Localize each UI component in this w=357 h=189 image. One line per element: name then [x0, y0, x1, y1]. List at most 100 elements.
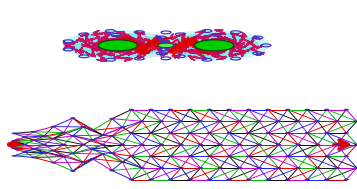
Ellipse shape: [159, 167, 164, 169]
Ellipse shape: [335, 121, 340, 122]
Ellipse shape: [305, 156, 310, 157]
Ellipse shape: [277, 144, 280, 145]
Ellipse shape: [121, 144, 124, 145]
Ellipse shape: [277, 121, 280, 122]
Ellipse shape: [285, 132, 290, 134]
Ellipse shape: [169, 179, 172, 180]
Ellipse shape: [73, 33, 162, 58]
Ellipse shape: [61, 156, 66, 157]
Ellipse shape: [315, 121, 320, 122]
Ellipse shape: [296, 144, 301, 145]
Ellipse shape: [344, 179, 349, 180]
Ellipse shape: [52, 138, 55, 139]
Ellipse shape: [42, 135, 47, 137]
Ellipse shape: [129, 179, 134, 180]
Ellipse shape: [149, 156, 154, 157]
Ellipse shape: [276, 167, 281, 169]
Ellipse shape: [237, 167, 242, 169]
Ellipse shape: [43, 144, 45, 145]
Ellipse shape: [227, 109, 232, 110]
Ellipse shape: [120, 144, 125, 145]
Ellipse shape: [42, 144, 47, 145]
Ellipse shape: [82, 144, 85, 145]
Ellipse shape: [326, 179, 328, 180]
Ellipse shape: [12, 148, 17, 149]
Ellipse shape: [100, 153, 105, 155]
Ellipse shape: [110, 170, 115, 171]
Ellipse shape: [168, 132, 173, 134]
Ellipse shape: [70, 117, 75, 119]
Ellipse shape: [198, 121, 203, 122]
Ellipse shape: [91, 139, 94, 140]
Ellipse shape: [228, 109, 230, 110]
Ellipse shape: [266, 156, 271, 157]
Ellipse shape: [257, 167, 262, 169]
Ellipse shape: [200, 144, 202, 145]
Ellipse shape: [72, 118, 74, 119]
Ellipse shape: [110, 135, 115, 137]
Ellipse shape: [149, 109, 154, 110]
Ellipse shape: [178, 167, 183, 169]
Ellipse shape: [317, 121, 319, 122]
Ellipse shape: [178, 121, 183, 122]
Ellipse shape: [158, 43, 174, 48]
Ellipse shape: [12, 133, 17, 134]
Ellipse shape: [219, 144, 221, 145]
Ellipse shape: [123, 33, 209, 57]
Ellipse shape: [324, 109, 329, 110]
Ellipse shape: [305, 132, 310, 134]
Ellipse shape: [247, 109, 250, 110]
Ellipse shape: [267, 109, 269, 110]
Ellipse shape: [195, 40, 234, 51]
Ellipse shape: [42, 153, 47, 154]
Ellipse shape: [315, 167, 320, 169]
Ellipse shape: [246, 179, 251, 180]
Ellipse shape: [266, 109, 271, 110]
Ellipse shape: [207, 156, 212, 157]
Ellipse shape: [140, 144, 145, 145]
Ellipse shape: [159, 121, 164, 122]
Ellipse shape: [31, 131, 36, 132]
Ellipse shape: [170, 33, 259, 58]
Ellipse shape: [180, 121, 182, 122]
Ellipse shape: [33, 140, 35, 141]
Ellipse shape: [31, 148, 36, 149]
Ellipse shape: [33, 131, 35, 132]
Ellipse shape: [315, 144, 320, 145]
Ellipse shape: [70, 153, 75, 154]
Ellipse shape: [187, 156, 192, 157]
Ellipse shape: [287, 109, 289, 110]
Ellipse shape: [336, 121, 338, 122]
Ellipse shape: [336, 144, 338, 145]
Ellipse shape: [160, 144, 163, 145]
Ellipse shape: [207, 109, 212, 110]
Ellipse shape: [110, 118, 115, 119]
Ellipse shape: [98, 40, 137, 51]
Ellipse shape: [187, 179, 192, 180]
Ellipse shape: [169, 109, 172, 110]
Ellipse shape: [63, 132, 65, 133]
Ellipse shape: [63, 156, 65, 157]
Ellipse shape: [120, 161, 125, 163]
Ellipse shape: [91, 149, 94, 150]
Ellipse shape: [141, 144, 143, 145]
Ellipse shape: [90, 158, 95, 160]
Ellipse shape: [257, 121, 262, 122]
Ellipse shape: [356, 144, 357, 145]
Ellipse shape: [100, 134, 105, 136]
Ellipse shape: [276, 144, 281, 145]
Ellipse shape: [51, 138, 56, 139]
Ellipse shape: [102, 135, 104, 136]
Ellipse shape: [187, 132, 192, 134]
Ellipse shape: [217, 121, 222, 122]
Ellipse shape: [90, 130, 95, 131]
Ellipse shape: [335, 167, 340, 169]
Ellipse shape: [207, 132, 212, 134]
Ellipse shape: [51, 150, 56, 151]
Ellipse shape: [62, 30, 173, 61]
Ellipse shape: [297, 121, 299, 122]
Ellipse shape: [22, 151, 27, 153]
Ellipse shape: [266, 132, 271, 134]
Ellipse shape: [324, 132, 329, 134]
Ellipse shape: [61, 144, 66, 145]
